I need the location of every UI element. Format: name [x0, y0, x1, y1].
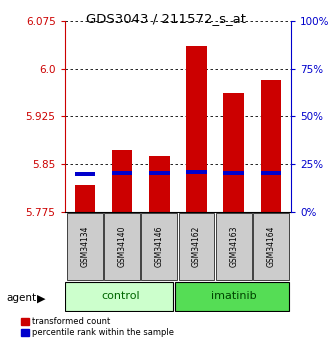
- Text: GSM34134: GSM34134: [80, 226, 89, 267]
- Bar: [260, 80, 281, 212]
- Bar: [65, 282, 173, 311]
- Bar: [216, 213, 252, 280]
- Text: GDS3043 / 211572_s_at: GDS3043 / 211572_s_at: [85, 12, 246, 25]
- Bar: [75, 185, 95, 212]
- Bar: [112, 150, 132, 212]
- Bar: [141, 213, 177, 280]
- Text: GSM34164: GSM34164: [266, 226, 275, 267]
- Bar: [112, 171, 132, 175]
- Bar: [179, 213, 214, 280]
- Bar: [104, 213, 140, 280]
- Legend: transformed count, percentile rank within the sample: transformed count, percentile rank withi…: [21, 317, 174, 337]
- Bar: [186, 46, 207, 212]
- Bar: [223, 171, 244, 175]
- Bar: [186, 170, 207, 174]
- Bar: [175, 282, 289, 311]
- Bar: [253, 213, 289, 280]
- Text: imatinib: imatinib: [211, 292, 257, 301]
- Text: GSM34140: GSM34140: [118, 226, 127, 267]
- Bar: [149, 156, 169, 212]
- Text: agent: agent: [7, 294, 37, 303]
- Text: control: control: [102, 292, 140, 301]
- Bar: [67, 213, 103, 280]
- Bar: [149, 171, 169, 175]
- Bar: [223, 93, 244, 212]
- Text: GSM34162: GSM34162: [192, 226, 201, 267]
- Bar: [260, 171, 281, 175]
- Text: ▶: ▶: [37, 294, 46, 303]
- Bar: [75, 172, 95, 176]
- Text: GSM34163: GSM34163: [229, 226, 238, 267]
- Text: GSM34146: GSM34146: [155, 226, 164, 267]
